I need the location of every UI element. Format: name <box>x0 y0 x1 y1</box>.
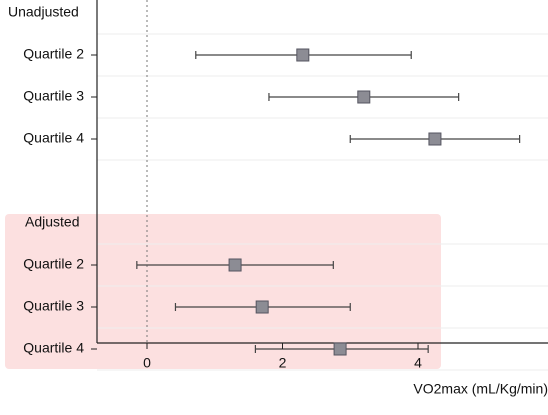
row-label: Quartile 4 <box>23 340 84 356</box>
point-estimate-marker <box>228 258 242 272</box>
x-tick-label: 4 <box>414 355 422 371</box>
group-header-label: Adjusted <box>25 214 79 230</box>
group-header-label: Unadjusted <box>8 4 79 20</box>
row-label: Quartile 3 <box>23 88 84 104</box>
row-label: Quartile 2 <box>23 46 84 62</box>
row-label: Quartile 2 <box>23 256 84 272</box>
point-estimate-marker <box>428 132 442 146</box>
x-axis-title: VO2max (mL/Kg/min) <box>413 381 548 397</box>
adjusted-highlight-region <box>5 214 441 369</box>
row-label: Quartile 3 <box>23 298 84 314</box>
row-label: Quartile 4 <box>23 130 84 146</box>
point-estimate-marker <box>296 48 310 62</box>
point-estimate-marker <box>333 342 347 356</box>
point-estimate-marker <box>357 90 371 104</box>
x-tick-label: 2 <box>279 355 287 371</box>
point-estimate-marker <box>255 300 269 314</box>
x-tick-label: 0 <box>143 355 151 371</box>
